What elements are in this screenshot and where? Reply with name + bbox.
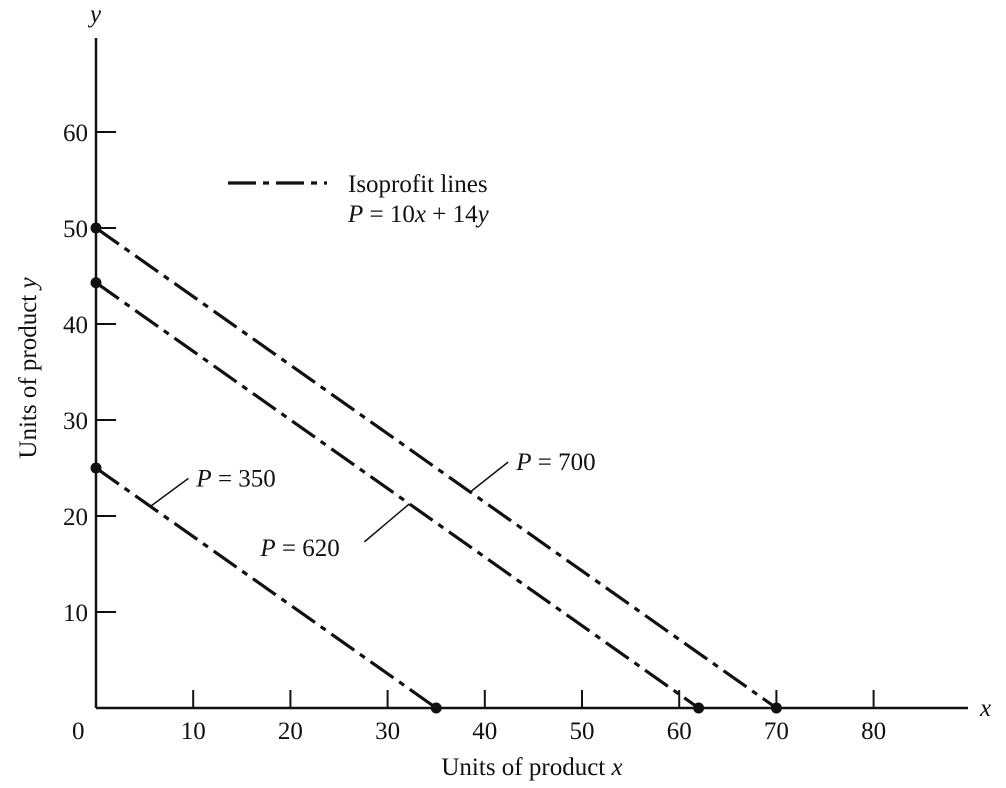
leader-line — [469, 461, 509, 493]
y-axis-title-text: Units of product — [15, 288, 42, 458]
leader-line — [149, 477, 189, 508]
y-tick-label: 30 — [63, 408, 88, 435]
x-tick-label: 70 — [764, 718, 789, 745]
series-label-part: P — [259, 535, 275, 562]
legend-equation-part: + 14 — [426, 201, 478, 228]
axes: x y 0 Units of product x Units of produc… — [15, 1, 991, 781]
x-axis-title: Units of product x — [441, 754, 622, 781]
intercept-point — [90, 222, 102, 234]
y-tick-label: 40 — [63, 312, 88, 339]
x-tick-label: 60 — [667, 718, 692, 745]
legend-equation-part: x — [414, 201, 426, 228]
x-tick-label: 20 — [278, 718, 303, 745]
intercept-point — [770, 702, 782, 714]
legend-equation-part: y — [475, 201, 490, 228]
series-label-part: = 700 — [532, 449, 596, 476]
y-axis-title-var: y — [15, 276, 42, 291]
y-tick-label: 10 — [63, 600, 88, 627]
legend-equation-part: P — [347, 201, 363, 228]
x-tick-label: 40 — [472, 718, 497, 745]
origin-label: 0 — [72, 718, 85, 745]
isoprofit-line-2 — [95, 281, 700, 710]
intercept-point — [90, 277, 102, 289]
leader-line — [363, 503, 410, 543]
y-axis-title: Units of product y — [15, 276, 42, 458]
ticks: 10 20 30 40 50 60 70 80 10 20 30 40 50 60 — [63, 120, 886, 745]
series-label: P = 700 — [515, 449, 595, 476]
x-axis-symbol: x — [979, 695, 991, 722]
series-label-part: = 350 — [212, 465, 276, 492]
isoprofit-line-1 — [95, 466, 438, 710]
y-tick-label: 60 — [63, 120, 88, 147]
series-label-part: P — [195, 465, 211, 492]
x-tick-label: 50 — [570, 718, 595, 745]
y-tick-label: 50 — [63, 216, 88, 243]
x-tick-label: 10 — [181, 718, 206, 745]
series-label-part: = 620 — [276, 535, 340, 562]
legend-equation-part: = 10 — [363, 201, 415, 228]
x-tick-label: 80 — [861, 718, 886, 745]
legend: Isoprofit lines P = 10x + 14y — [228, 171, 490, 228]
x-axis-title-var: x — [611, 754, 623, 781]
series-label-part: P — [515, 449, 531, 476]
y-axis-symbol: y — [87, 1, 102, 28]
series-layer — [90, 222, 782, 714]
series-label: P = 350 — [195, 465, 275, 492]
x-tick-label: 30 — [375, 718, 400, 745]
intercept-point — [693, 702, 705, 714]
y-tick-label: 20 — [63, 504, 88, 531]
legend-title: Isoprofit lines — [348, 171, 488, 198]
intercept-point — [430, 702, 442, 714]
legend-equation: P = 10x + 14y — [347, 201, 490, 228]
intercept-point — [90, 462, 102, 474]
isoprofit-line-3 — [95, 226, 778, 710]
x-axis-title-text: Units of product — [441, 754, 611, 781]
series-label: P = 620 — [259, 535, 339, 562]
